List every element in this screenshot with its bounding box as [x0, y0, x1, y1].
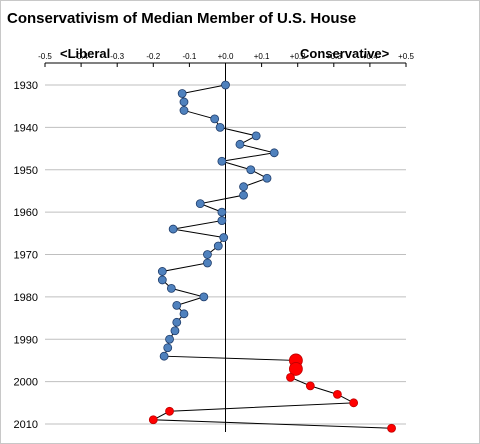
data-point [217, 156, 227, 166]
data-point [219, 233, 229, 242]
data-point [305, 381, 315, 391]
x-tick-label: +0.4 [362, 52, 378, 61]
data-point [262, 173, 272, 183]
data-point [387, 423, 396, 433]
data-point [165, 406, 174, 416]
data-point [239, 190, 248, 200]
data-point [195, 199, 205, 209]
y-tick-label: 1970 [14, 250, 38, 262]
data-point [165, 334, 174, 344]
y-tick-label: 1930 [14, 80, 38, 92]
data-point [179, 97, 189, 107]
x-tick-label: -0.1 [183, 52, 197, 61]
data-point [213, 241, 223, 251]
x-tick-label: -0.4 [74, 52, 88, 61]
data-point [217, 216, 227, 226]
data-point [333, 389, 342, 399]
y-tick-label: 2010 [14, 419, 38, 431]
data-point [203, 250, 212, 259]
x-tick-label: +0.2 [290, 52, 306, 61]
data-point [172, 317, 182, 327]
data-point [286, 372, 295, 382]
data-point [203, 258, 212, 268]
data-point [235, 139, 245, 149]
x-tick-label: -0.3 [110, 52, 124, 61]
x-tick-label: +0.1 [254, 52, 270, 61]
data-point [246, 165, 256, 175]
conservative-direction-label: Conservative> [300, 46, 390, 61]
data-point [177, 89, 187, 98]
data-point [157, 275, 167, 285]
data-point [251, 131, 261, 141]
x-tick-label: -0.2 [146, 52, 160, 61]
data-point [179, 106, 189, 115]
data-point [239, 182, 248, 192]
data-point [199, 292, 209, 302]
chart-title: Conservativism of Median Member of U.S. … [7, 10, 357, 27]
data-point [269, 148, 279, 158]
data-point [159, 351, 169, 361]
data-point [157, 267, 167, 276]
data-point [148, 415, 158, 425]
y-tick-label: 1960 [14, 207, 38, 219]
y-tick-label: 1980 [14, 292, 38, 304]
data-point [170, 326, 180, 336]
data-point [168, 224, 178, 234]
data-point [163, 343, 173, 353]
y-tick-label: 2000 [14, 377, 38, 389]
y-tick-label: 1990 [14, 334, 38, 346]
data-point [221, 80, 230, 90]
y-tick-label: 1940 [14, 122, 38, 134]
data-point [172, 300, 182, 310]
x-tick-label: +0.0 [218, 52, 234, 61]
y-tick-label: 1950 [14, 165, 38, 177]
x-tick-label: +0.5 [398, 52, 414, 61]
x-tick-label: +0.3 [326, 52, 342, 61]
series-line [151, 84, 392, 429]
data-point [215, 122, 225, 132]
liberal-direction-label: <Liberal [60, 46, 111, 61]
data-point [210, 114, 220, 124]
data-point [217, 207, 227, 217]
data-point [349, 398, 359, 408]
x-tick-label: -0.5 [38, 52, 52, 61]
data-point [166, 283, 176, 293]
data-point [179, 309, 189, 319]
data-point [288, 362, 303, 376]
